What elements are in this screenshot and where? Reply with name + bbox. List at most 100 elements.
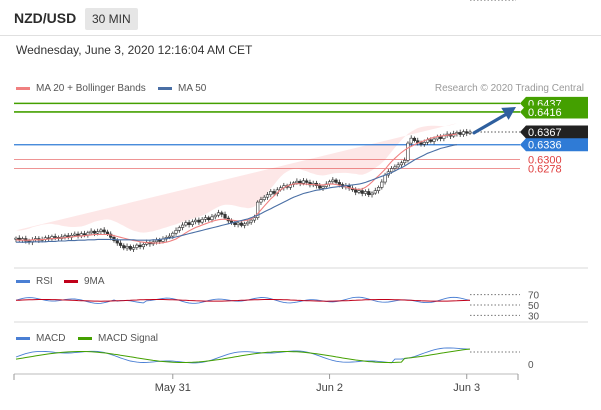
level-label-text: 0.6278 [528, 164, 562, 176]
candle-body [357, 190, 361, 193]
candle [122, 243, 126, 251]
candle [380, 179, 384, 190]
candle-body [376, 187, 381, 191]
candle-body [399, 162, 404, 166]
candle-body [190, 221, 194, 225]
candle-body [86, 232, 90, 236]
candle-body [115, 240, 119, 244]
rsi-line [15, 296, 471, 304]
ma20-line [15, 133, 457, 244]
candle-body [213, 214, 217, 218]
rsi-tick-30: 30 [528, 311, 540, 322]
legend-ma20-swatch [16, 87, 30, 90]
rsi-tick-70: 70 [528, 291, 540, 302]
candle [53, 233, 57, 241]
candle-body [468, 131, 472, 134]
candle [396, 162, 400, 169]
candle [197, 217, 201, 225]
level-label-pivot: 0.6336 [520, 138, 588, 152]
candle-body [96, 231, 100, 234]
level-label-box [520, 105, 588, 119]
candle-body [432, 138, 436, 142]
candle-body [99, 229, 103, 232]
candle [412, 136, 417, 143]
candle [76, 231, 80, 239]
candle [216, 209, 221, 218]
candle-body [354, 189, 358, 193]
bollinger-band [16, 123, 457, 233]
candle-body [363, 191, 368, 194]
candle [213, 213, 217, 220]
candle [272, 188, 276, 196]
candle-body [298, 180, 302, 184]
candle-body [187, 222, 191, 225]
candle [256, 200, 260, 220]
candle [138, 242, 142, 250]
candle-body [334, 179, 338, 183]
candle-body [203, 217, 208, 220]
candle [458, 129, 462, 137]
candle-body [403, 160, 407, 164]
level-label-text: 0.6367 [528, 127, 562, 139]
timeframe-button[interactable]: 30 MIN [85, 8, 138, 30]
candle-body [73, 233, 77, 236]
legend-macd-signal-label: MACD Signal [98, 333, 158, 344]
candle [187, 219, 191, 228]
candle-body [223, 214, 227, 219]
candle-body [265, 194, 270, 198]
legend-macd-label: MACD [36, 333, 65, 344]
candle-body [406, 142, 410, 161]
candle [370, 191, 374, 198]
candle-body [262, 196, 266, 200]
candle-body [429, 139, 433, 142]
candle [99, 228, 103, 235]
candle [43, 235, 47, 242]
candle-body [367, 191, 371, 196]
candle-body [135, 244, 139, 248]
candle [409, 135, 413, 146]
legend-rsi-label: RSI [36, 276, 53, 287]
candle-body [138, 244, 142, 248]
level-label-support-1: 0.6300 [528, 154, 562, 166]
candle-body [184, 222, 188, 226]
legend-rsi-ma-swatch [64, 280, 78, 283]
candle [373, 187, 377, 195]
candle [180, 222, 185, 231]
candle [435, 134, 439, 142]
candle-body [207, 217, 211, 221]
level-label-text: 0.6416 [528, 107, 562, 119]
candle [102, 227, 106, 235]
candle [367, 188, 371, 198]
candle [174, 227, 178, 236]
header-divider [0, 35, 601, 36]
candle-body [125, 246, 129, 249]
candle [118, 240, 123, 249]
candle [269, 189, 273, 198]
candle [200, 217, 204, 225]
candle-body [373, 190, 377, 194]
candle [455, 130, 459, 137]
legend-ma20-label: MA 20 + Bollinger Bands [36, 83, 146, 94]
candle-body [318, 185, 322, 189]
candle-body [360, 190, 364, 194]
candle [439, 134, 443, 142]
candle [442, 133, 446, 142]
candle-body [370, 192, 374, 196]
candle-body [200, 219, 204, 223]
candle [265, 192, 270, 200]
candle-body [390, 168, 394, 173]
candle [128, 244, 132, 251]
time-tick-label: Jun 3 [453, 382, 480, 394]
candle [131, 244, 136, 253]
candle-body [458, 132, 462, 135]
candle-body [249, 219, 253, 223]
candle-body [465, 131, 469, 134]
candle-body [180, 224, 185, 228]
candle [135, 243, 139, 250]
ma50-line [16, 144, 457, 243]
candle [334, 178, 338, 185]
candle-body [167, 235, 172, 238]
candle [79, 231, 83, 239]
candle-body [269, 191, 273, 196]
